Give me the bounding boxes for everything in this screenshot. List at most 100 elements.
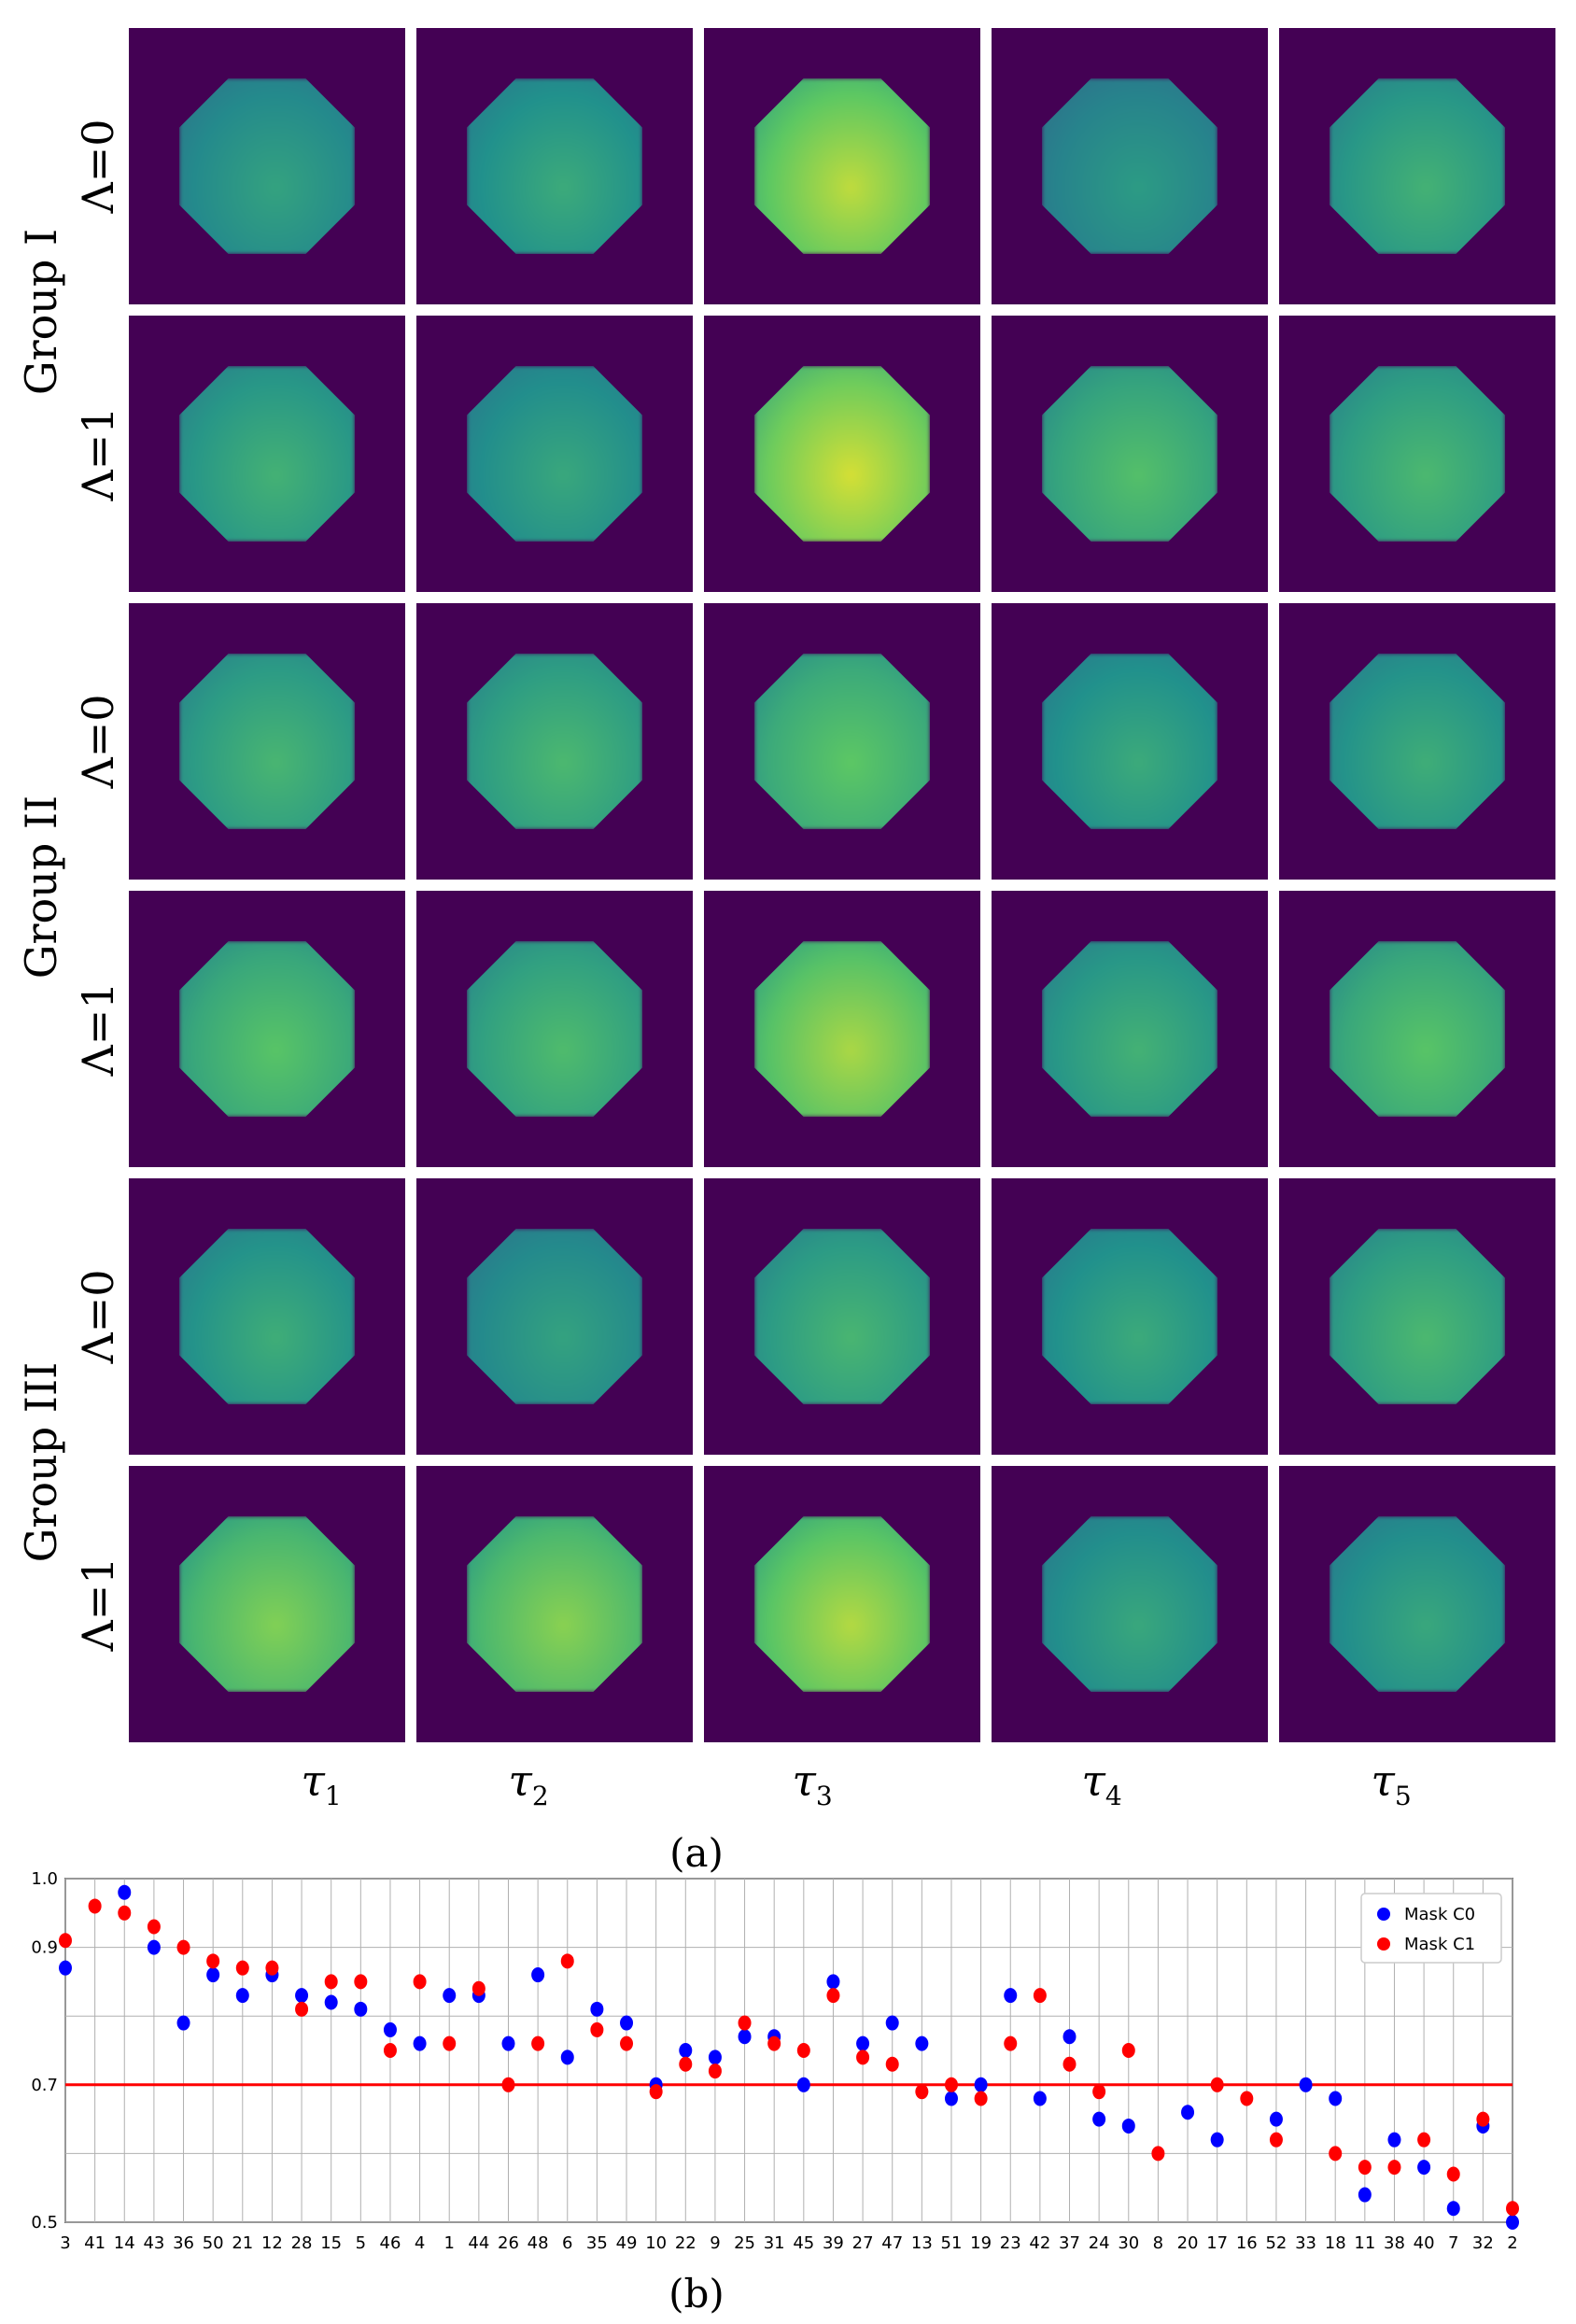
column-label-symbol: τ: [1081, 1755, 1105, 1806]
x-tick-label: 15: [320, 2233, 342, 2253]
data-point: [826, 1988, 840, 2004]
legend-box: [1360, 1893, 1502, 1964]
disc-image: [1330, 366, 1505, 542]
image-tile-r1-c4: [992, 28, 1268, 304]
data-point: [796, 2043, 810, 2058]
x-tick-label: 5: [356, 2233, 366, 2253]
data-point: [501, 2035, 515, 2051]
y-tick-label: 0.7: [31, 2076, 58, 2095]
data-point: [915, 2035, 929, 2051]
image-tile-r1-c1: [129, 28, 405, 304]
data-point: [443, 2035, 457, 2051]
data-point: [560, 1953, 574, 1969]
image-tile-r5-c1: [129, 1178, 405, 1455]
disc-image: [754, 1516, 930, 1692]
disc-image: [1330, 1229, 1505, 1404]
image-tile-r3-c2: [416, 603, 693, 880]
data-point: [826, 1974, 840, 1990]
data-point: [649, 2084, 663, 2100]
x-tick-label: 47: [881, 2233, 903, 2253]
data-point: [1092, 2111, 1106, 2127]
image-tile-r6-c5: [1279, 1466, 1555, 1742]
x-tick-label: 23: [1000, 2233, 1021, 2253]
caption-a: (a): [669, 1830, 724, 1876]
disc-image: [1330, 1516, 1505, 1692]
disc-image: [1042, 1516, 1217, 1692]
legend-marker: [1377, 1937, 1390, 1951]
x-tick-label: 46: [380, 2233, 401, 2253]
data-point: [383, 2043, 397, 2058]
column-label-subscript: 3: [815, 1781, 833, 1812]
image-tile-r4-c2: [416, 891, 693, 1167]
data-point: [590, 2021, 604, 2037]
x-tick-label: 41: [84, 2233, 106, 2253]
data-point: [235, 1960, 249, 1976]
data-point: [856, 2035, 870, 2051]
data-point: [944, 2091, 958, 2106]
data-point: [679, 2056, 693, 2072]
data-point: [1387, 2160, 1401, 2176]
row-label-1: Λ=0: [73, 119, 123, 214]
data-point: [1446, 2166, 1460, 2182]
y-tick-label: 0.9: [31, 1938, 58, 1958]
data-point: [974, 2091, 988, 2106]
column-label-tau-4: τ4: [1046, 1755, 1158, 1811]
disc-image: [467, 366, 642, 542]
x-tick-label: 32: [1472, 2233, 1494, 2253]
data-point: [176, 2015, 190, 2031]
disc-image: [1330, 941, 1505, 1117]
data-point: [708, 2063, 722, 2079]
data-point: [738, 2029, 752, 2045]
row-label-5: Λ=0: [73, 1269, 123, 1364]
data-point: [885, 2056, 899, 2072]
row-label-2: Λ=1: [73, 406, 123, 501]
data-point: [206, 1967, 220, 1983]
data-point: [1417, 2132, 1431, 2148]
x-tick-label: 6: [562, 2233, 572, 2253]
image-tile-r2-c5: [1279, 316, 1555, 592]
image-tile-r3-c4: [992, 603, 1268, 880]
x-tick-label: 7: [1448, 2233, 1458, 2253]
x-tick-label: 26: [498, 2233, 519, 2253]
x-tick-label: 21: [232, 2233, 253, 2253]
group-label-3: Group III: [16, 1361, 66, 1563]
data-point: [413, 2035, 427, 2051]
data-point: [324, 1974, 338, 1990]
x-tick-label: 18: [1325, 2233, 1346, 2253]
data-point: [383, 2021, 397, 2037]
data-point: [1240, 2091, 1254, 2106]
image-tile-r1-c2: [416, 28, 693, 304]
y-tick-label: 0.5: [31, 2213, 58, 2232]
disc-image: [1042, 366, 1217, 542]
image-tile-r3-c1: [129, 603, 405, 880]
disc-image: [754, 1229, 930, 1404]
image-tile-r3-c5: [1279, 603, 1555, 880]
x-tick-label: 11: [1354, 2233, 1375, 2253]
data-point: [443, 1988, 457, 2004]
disc-image: [1330, 654, 1505, 829]
x-tick-label: 48: [528, 2233, 549, 2253]
x-tick-label: 49: [616, 2233, 638, 2253]
image-tile-r5-c4: [992, 1178, 1268, 1455]
x-tick-label: 24: [1089, 2233, 1110, 2253]
legend-label: Mask C1: [1404, 1935, 1475, 1954]
data-point: [1358, 2187, 1372, 2203]
data-point: [1506, 2201, 1519, 2217]
data-point: [354, 1974, 368, 1990]
data-point: [118, 1905, 132, 1921]
legend-marker: [1377, 1908, 1390, 1921]
data-point: [354, 2001, 368, 2017]
x-tick-label: 13: [911, 2233, 933, 2253]
data-point: [235, 1988, 249, 2004]
x-tick-label: 2: [1507, 2233, 1517, 2253]
data-point: [620, 2035, 634, 2051]
group-label-2: Group II: [16, 795, 66, 979]
data-point: [1062, 2056, 1076, 2072]
group-label-1: Group I: [16, 228, 66, 396]
image-tile-r5-c2: [416, 1178, 693, 1455]
x-tick-label: 17: [1206, 2233, 1228, 2253]
data-point: [324, 1994, 338, 2010]
image-tile-r6-c2: [416, 1466, 693, 1742]
data-point: [1358, 2160, 1372, 2176]
image-tile-r5-c3: [704, 1178, 980, 1455]
